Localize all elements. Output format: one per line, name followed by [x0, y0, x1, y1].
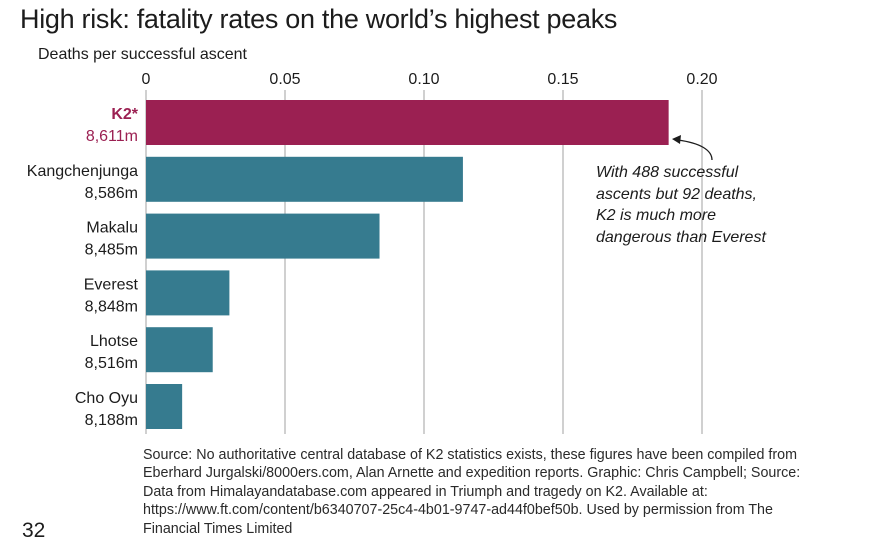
category-elevation: 8,848m [85, 298, 138, 315]
category-name: Makalu [86, 220, 138, 237]
annotation-arrow [672, 135, 713, 161]
x-tick-label: 0.05 [269, 71, 300, 88]
axis-label: Deaths per successful ascent [38, 46, 247, 63]
page-number: 32 [22, 519, 46, 542]
annotation-line: ascents but 92 deaths, [596, 185, 757, 203]
chart-title: High risk: fatality rates on the world’s… [20, 4, 618, 34]
category-labels: K2* 8,611m Kangchenjunga 8,586m Makalu 8,485m… [27, 106, 139, 429]
x-tick-label: 0.20 [686, 71, 717, 88]
bar-makalu [146, 213, 380, 259]
x-tick-labels: 0 0.05 0.10 0.15 0.20 [142, 71, 718, 88]
x-tick-label: 0.10 [408, 71, 439, 88]
gridlines [145, 90, 703, 434]
annotation-arrow-head [672, 135, 681, 144]
x-tick-label: 0.15 [547, 71, 578, 88]
bar-cho-oyu [146, 384, 183, 429]
category-elevation: 8,485m [85, 242, 138, 259]
source-note: Source: No authoritative central databas… [143, 447, 801, 537]
category-elevation: 8,586m [85, 185, 138, 202]
bar-kangchenjunga [146, 156, 463, 202]
bars [146, 100, 669, 429]
annotation-line: K2 is much more [596, 207, 717, 224]
bar-lhotse [146, 327, 213, 373]
annotation-line: With 488 successful [596, 164, 739, 181]
x-tick-label: 0 [142, 71, 151, 88]
bar-k2 [146, 100, 669, 145]
bar-everest [146, 270, 230, 316]
category-name: Lhotse [90, 333, 138, 350]
k2-annotation: With 488 successful ascents but 92 death… [596, 162, 796, 248]
annotation-line: dangerous than Everest [596, 228, 766, 246]
category-name: K2* [111, 106, 138, 123]
annotation-arrow-line [677, 139, 713, 161]
category-name: Cho Oyu [75, 390, 138, 407]
category-elevation: 8,516m [85, 355, 138, 372]
category-name: Kangchenjunga [27, 163, 138, 180]
category-name: Everest [84, 276, 139, 293]
category-elevation: 8,611m [86, 128, 138, 145]
category-elevation: 8,188m [85, 412, 138, 429]
